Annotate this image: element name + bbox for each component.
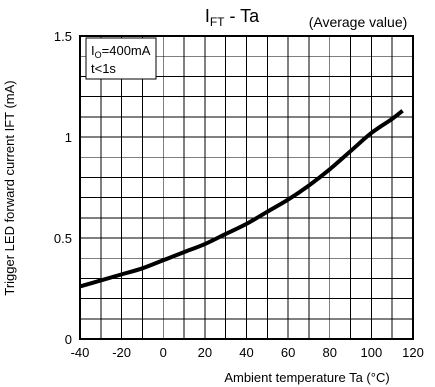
x-tick-label: 80 <box>323 345 337 360</box>
x-tick-label: 0 <box>160 345 167 360</box>
x-tick-label: -40 <box>71 345 90 360</box>
x-axis-label: Ambient temperature Ta (°C) <box>224 370 389 385</box>
x-tick-label: -20 <box>112 345 131 360</box>
annotation-box <box>85 37 157 80</box>
x-tick-label: 20 <box>198 345 212 360</box>
y-tick-label: 0.5 <box>54 231 72 246</box>
x-tick-label: 60 <box>281 345 295 360</box>
chart-subtitle: (Average value) <box>309 14 408 30</box>
chart-title: IFT - Ta <box>205 6 260 29</box>
annotation-line-2: t<1s <box>91 61 116 76</box>
grid <box>79 35 414 340</box>
y-axis-label: Trigger LED forward current IFT (mA) <box>2 80 17 295</box>
x-tick-labels: -40 -20 0 20 40 60 80 100 120 <box>71 345 424 360</box>
annotation-line-1: IO=400mA <box>91 43 151 60</box>
plot-frame <box>79 35 414 340</box>
y-tick-label: 0 <box>65 332 72 347</box>
series-line-ift <box>79 109 404 289</box>
series-layer <box>79 109 404 289</box>
y-tick-label: 1 <box>65 130 72 145</box>
x-tick-label: 40 <box>239 345 253 360</box>
y-tick-label: 1.5 <box>54 29 72 44</box>
x-tick-label: 120 <box>402 345 424 360</box>
condition-annotation: IO=400mA t<1s <box>85 37 157 80</box>
x-tick-label: 100 <box>361 345 383 360</box>
y-tick-labels: 0 0.5 1 1.5 <box>54 29 72 347</box>
